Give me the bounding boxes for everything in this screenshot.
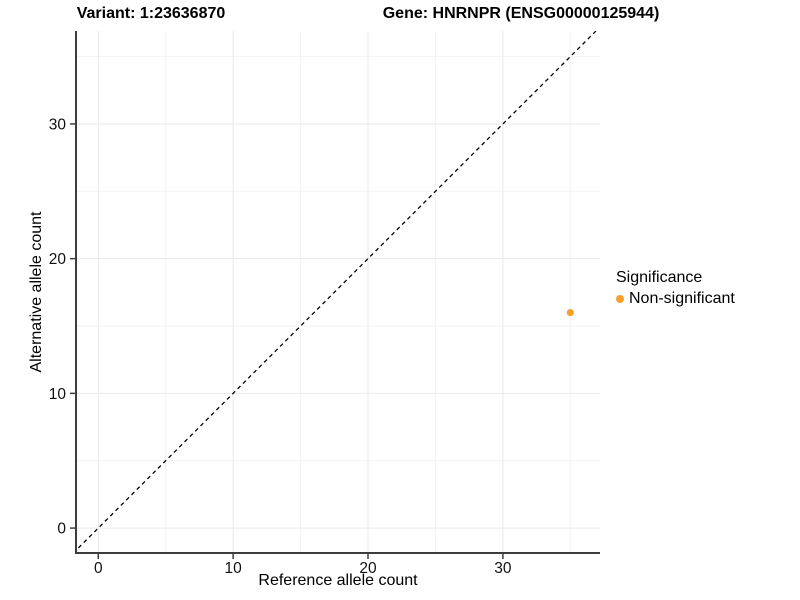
legend: Significance Non-significant — [616, 268, 735, 308]
x-tick-label: 10 — [225, 560, 243, 577]
minor-gridlines — [76, 31, 600, 553]
legend-entry: Non-significant — [616, 289, 735, 308]
y-tick-label: 0 — [57, 521, 66, 538]
x-tick-label: 20 — [359, 560, 377, 577]
x-axis-title: Reference allele count — [258, 572, 418, 589]
data-point — [566, 308, 574, 317]
y-tick-label: 20 — [49, 251, 67, 268]
plot-title-gene: Gene: HNRNPR (ENSG00000125944) — [382, 5, 660, 22]
legend-entry-label: Non-significant — [629, 290, 735, 307]
identity-line — [76, 31, 597, 552]
major-gridlines — [76, 31, 600, 553]
x-tick-label: 0 — [94, 560, 103, 577]
x-tick-label: 30 — [494, 560, 512, 577]
legend-swatch-dot-icon — [616, 294, 624, 303]
y-tick-label: 30 — [49, 116, 67, 133]
legend-title: Significance — [616, 269, 703, 286]
plot-title-variant: Variant: 1:23636870 — [76, 5, 226, 22]
y-tick-label: 10 — [49, 386, 67, 403]
